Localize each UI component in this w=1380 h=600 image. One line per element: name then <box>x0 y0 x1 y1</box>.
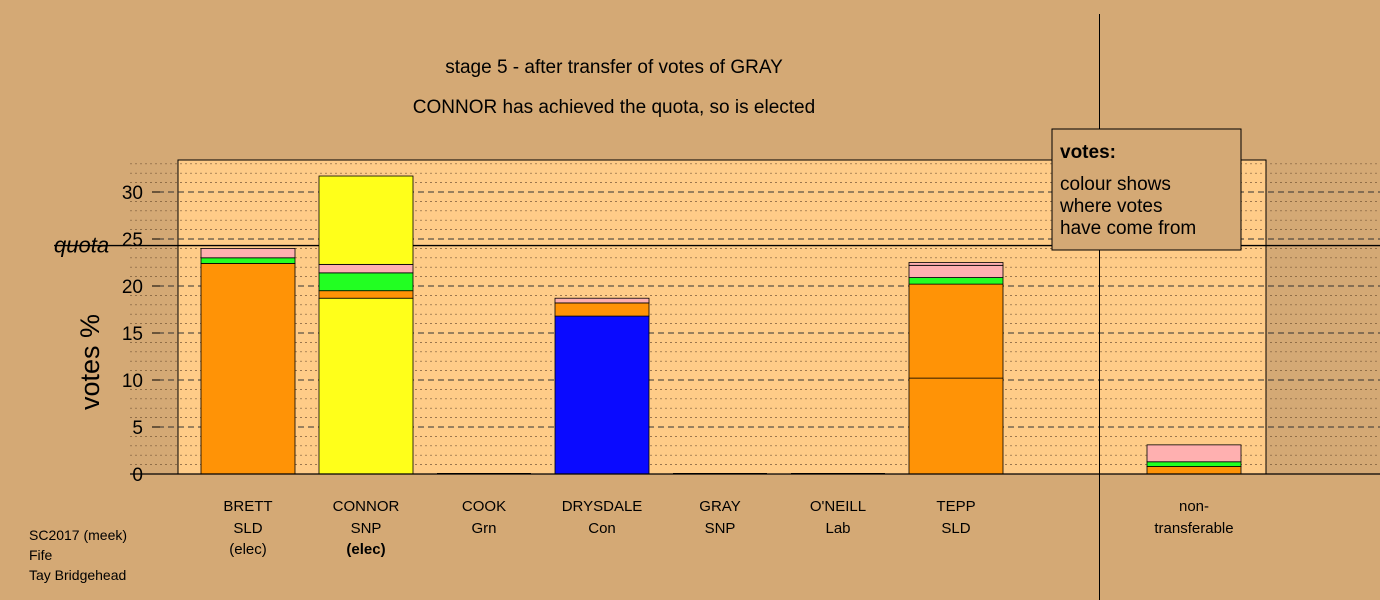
candidate-status: (elec) <box>229 541 267 558</box>
bar-segment <box>1146 466 1242 475</box>
legend-box <box>1051 128 1242 251</box>
bar-segment <box>318 175 414 265</box>
y-tick-label: 10 <box>122 371 143 392</box>
bar-segment <box>200 263 296 475</box>
y-axis: 0 5 10 15 20 25 30 <box>122 183 1380 486</box>
candidate-party: SLD <box>233 520 262 537</box>
candidate-status: (elec) <box>346 541 385 558</box>
bar-segment <box>1146 461 1242 467</box>
nontransferable-label-1: non- <box>1179 498 1209 515</box>
bar-segment <box>554 302 650 317</box>
footer-line-1: SC2017 (meek) <box>29 527 127 543</box>
candidate-party: SNP <box>705 520 736 537</box>
chart-title: stage 5 - after transfer of votes of GRA… <box>445 57 783 78</box>
candidate-name: BRETT <box>223 498 272 515</box>
bar-segment <box>554 297 650 304</box>
candidate-party: Con <box>588 520 616 537</box>
quota-label: quota <box>54 233 109 258</box>
bar-segment <box>318 290 414 299</box>
bar-segment <box>554 315 650 475</box>
bars-group <box>200 175 1242 475</box>
footer-line-2: Fife <box>29 547 53 563</box>
bar-segment <box>318 263 414 274</box>
legend-line-2: where votes <box>1059 196 1162 217</box>
candidate-name: DRYSDALE <box>562 498 643 515</box>
bar-segment <box>908 262 1004 266</box>
bar-segment <box>200 247 296 259</box>
y-tick-label: 30 <box>122 183 143 204</box>
candidate-party: SLD <box>941 520 970 537</box>
candidate-party: SNP <box>351 520 382 537</box>
candidate-name: COOK <box>462 498 506 515</box>
y-tick-label: 15 <box>122 324 143 345</box>
bar-segment <box>318 272 414 292</box>
candidate-party: Lab <box>825 520 850 537</box>
legend-line-3: have come from <box>1060 218 1196 239</box>
bar-segment <box>1146 444 1242 463</box>
candidate-name: O'NEILL <box>810 498 866 515</box>
legend-line-1: colour shows <box>1060 174 1171 195</box>
candidate-name: GRAY <box>699 498 740 515</box>
y-tick-label: 25 <box>122 230 143 251</box>
legend: votes: colour shows where votes have com… <box>1051 128 1242 251</box>
footer-line-3: Tay Bridgehead <box>29 567 126 583</box>
candidate-party: Grn <box>471 520 496 537</box>
chart-subtitle: CONNOR has achieved the quota, so is ele… <box>413 97 815 118</box>
bar-segment <box>908 277 1004 285</box>
y-axis-label: votes % <box>75 314 105 410</box>
candidate-name: TEPP <box>936 498 975 515</box>
candidate-labels: BRETT SLD (elec) CONNOR SNP (elec) COOK Grn DRYS… <box>223 498 975 558</box>
bar-segment <box>318 297 414 475</box>
y-tick-label: 20 <box>122 277 143 298</box>
candidate-name: CONNOR <box>333 498 400 515</box>
bar-segment <box>908 283 1004 379</box>
y-tick-label: 0 <box>132 465 143 486</box>
nontransferable-label-2: transferable <box>1154 520 1233 537</box>
bar-segment <box>908 264 1004 278</box>
bar-segment <box>908 377 1004 475</box>
legend-title: votes: <box>1060 142 1116 163</box>
y-tick-label: 5 <box>132 418 143 439</box>
bar-segment <box>200 257 296 264</box>
